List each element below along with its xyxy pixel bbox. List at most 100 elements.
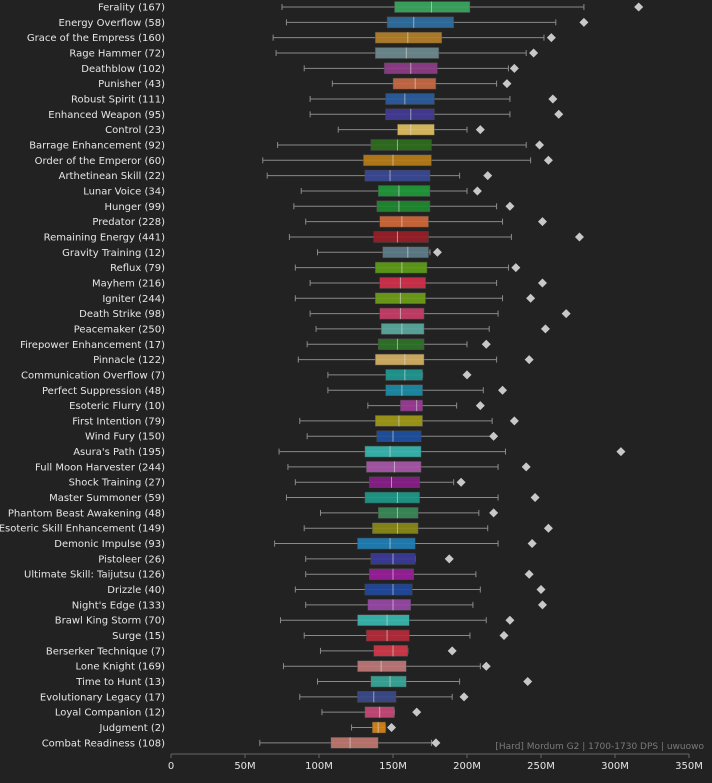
iqr-box (374, 31, 443, 44)
iqr-box (379, 277, 426, 289)
outlier-marker (431, 738, 441, 748)
iqr-box (397, 123, 435, 136)
category-label: Control (23) (105, 125, 165, 136)
outlier-marker (616, 447, 626, 457)
outlier-marker (543, 155, 553, 165)
boxplot-row: Peacemaker (250) (74, 323, 550, 335)
category-label: Berserker Technique (7) (46, 646, 165, 657)
boxplot-row: Grace of the Empress (160) (27, 31, 556, 44)
iqr-box (385, 369, 423, 381)
outlier-marker (489, 508, 499, 518)
iqr-box (376, 430, 422, 442)
iqr-box (374, 261, 428, 274)
category-label: Death Strike (98) (79, 309, 165, 320)
iqr-box (394, 1, 471, 13)
iqr-box (370, 139, 432, 151)
category-label: Master Summoner (59) (49, 493, 165, 504)
category-label: Asura's Path (195) (73, 447, 165, 458)
outlier-marker (529, 48, 539, 58)
x-tick-label: 50M (234, 761, 255, 772)
iqr-box (357, 614, 410, 626)
outlier-marker (524, 569, 534, 579)
iqr-box (364, 491, 420, 504)
category-label: Pistoleer (26) (98, 554, 165, 565)
boxplot-row: Order of the Emperor (60) (35, 154, 553, 167)
category-label: Night's Edge (133) (72, 600, 165, 611)
outlier-marker (472, 186, 482, 196)
category-label: Evolutionary Legacy (17) (40, 692, 165, 703)
outlier-marker (554, 109, 564, 119)
category-label: Brawl King Storm (70) (55, 616, 165, 627)
iqr-box (385, 93, 435, 105)
x-tick-label: 0 (168, 761, 174, 772)
outlier-marker (521, 462, 531, 472)
category-label: Robust Spirit (111) (71, 94, 165, 105)
iqr-box (366, 461, 422, 473)
outlier-marker (540, 324, 550, 334)
boxplot-row: Loyal Companion (12) (55, 706, 422, 719)
boxplot-row: Brawl King Storm (70) (55, 614, 515, 627)
iqr-box (377, 185, 431, 197)
category-label: First Intention (79) (72, 416, 165, 427)
boxplot-row: Punisher (43) (98, 77, 512, 90)
category-label: Full Moon Harvester (244) (35, 462, 165, 473)
boxplot-row: Enhanced Weapon (95) (48, 108, 564, 121)
category-label: Wind Fury (150) (85, 432, 165, 443)
boxplot-row: Mayhem (216) (92, 277, 547, 289)
boxplot-row: Control (23) (105, 123, 485, 136)
outlier-marker (546, 33, 556, 43)
iqr-box (380, 323, 425, 335)
outlier-marker (537, 278, 547, 288)
x-tick-label: 350M (675, 761, 703, 772)
iqr-box (377, 338, 425, 351)
category-label: Judgment (2) (99, 723, 166, 734)
outlier-marker (530, 493, 540, 503)
outlier-marker (535, 140, 545, 150)
outlier-marker (481, 661, 491, 671)
iqr-box (373, 231, 429, 243)
iqr-box (367, 599, 412, 611)
category-label: Ferality (167) (98, 3, 165, 14)
outlier-marker (537, 217, 547, 227)
outlier-marker (524, 355, 534, 365)
outlier-marker (481, 339, 491, 349)
iqr-box (372, 522, 419, 534)
category-label: Combat Readiness (108) (42, 738, 165, 749)
boxplot-row: Master Summoner (59) (49, 491, 540, 504)
iqr-box (357, 660, 407, 672)
category-label: Shock Training (27) (69, 478, 166, 489)
boxplot-row: Communication Overflow (7) (21, 369, 472, 381)
category-label: Time to Hunt (13) (75, 677, 165, 688)
category-label: Pinnacle (122) (93, 355, 165, 366)
boxplot-row: Asura's Path (195) (73, 445, 626, 458)
outlier-marker (526, 293, 536, 303)
category-label: Drizzle (40) (107, 585, 165, 596)
category-label: Esoteric Skill Enhancement (149) (0, 524, 165, 535)
x-axis: 0 50M 100M 150M 200M 250M 300M 350M (168, 753, 703, 772)
boxplot-row: Deathblow (102) (81, 62, 519, 75)
iqr-box (330, 737, 379, 749)
boxplot-row: Full Moon Harvester (244) (35, 461, 531, 473)
outlier-marker (536, 585, 546, 595)
category-label: Order of the Emperor (60) (35, 156, 165, 167)
outlier-marker (483, 171, 493, 181)
boxplot-row: Arthetinean Skill (22) (59, 169, 493, 182)
iqr-box (385, 108, 435, 121)
iqr-box (370, 675, 407, 688)
iqr-box (373, 645, 409, 657)
boxplot-row: Judgment (2) (99, 721, 397, 734)
category-label: Loyal Companion (12) (55, 708, 165, 719)
boxplot-row: Barrage Enhancement (92) (29, 139, 545, 151)
outlier-marker (447, 646, 457, 656)
boxplot-row: Reflux (79) (110, 261, 521, 274)
boxplot-row: Gravity Training (12) (62, 246, 442, 259)
category-label: Peacemaker (250) (74, 324, 165, 335)
iqr-box (386, 16, 454, 29)
iqr-box (376, 200, 431, 213)
outlier-marker (475, 125, 485, 135)
iqr-box (369, 568, 414, 580)
category-label: Surge (15) (112, 631, 165, 642)
category-label: Gravity Training (12) (62, 248, 165, 259)
boxplot-row: Time to Hunt (13) (75, 675, 533, 688)
